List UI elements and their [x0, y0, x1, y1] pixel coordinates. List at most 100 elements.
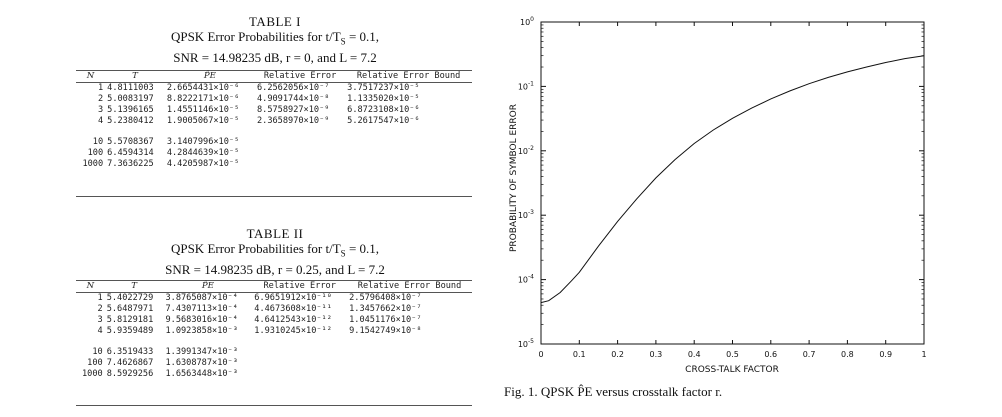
- table-row: 10 6.3519433 1.3991347×10⁻³: [76, 347, 472, 358]
- table2-header-pe: P̂E: [163, 280, 253, 293]
- table2-cell: 4.4673608×10⁻¹¹: [254, 304, 332, 314]
- table-row: 3 5.8129181 9.5683016×10⁻⁴ 4.6412543×10⁻¹² 1…: [76, 315, 472, 326]
- table-row: 2 5.6487971 7.4307113×10⁻⁴ 4.4673608×10⁻¹¹ 1…: [76, 304, 472, 315]
- y-tick-label: 10-2: [518, 145, 534, 156]
- table2-spacer-cell: [76, 337, 472, 347]
- y-tick-base: 10: [518, 82, 528, 91]
- table-row: 1 4.8111003 2.6654431×10⁻⁶ 6.2562056×10⁻⁷ 3.…: [76, 83, 472, 95]
- table2-cell: 3.8765087×10⁻⁴: [165, 293, 238, 303]
- table1-cell: 2.3658970×10⁻⁹: [256, 116, 330, 126]
- x-tick-label: 0.3: [650, 350, 663, 359]
- table-row: 4 5.2380412 1.9005067×10⁻⁵ 2.3658970×10⁻⁹ 5.…: [76, 116, 472, 127]
- table1-cell: 4.4205987×10⁻⁵: [166, 159, 240, 169]
- table1-number: TABLE I: [249, 14, 301, 29]
- table1-cell: 100: [87, 148, 104, 158]
- table2-cell: 7.4307113×10⁻⁴: [165, 304, 238, 314]
- y-axis-label: PROBABILITY OF SYMBOL ERROR: [509, 104, 519, 252]
- table2-cell: 5.6487971: [106, 304, 154, 314]
- table2-cell: 9.1542749×10⁻⁸: [349, 326, 422, 336]
- table1-cell: 5.0083197: [107, 94, 154, 104]
- x-tick-label: 0.7: [803, 350, 816, 359]
- table2-spacer-row: [76, 337, 472, 347]
- table1-header-relative-error: Relative Error: [254, 70, 346, 83]
- table2-cell: 4: [97, 326, 103, 336]
- table2-cell: 1.9310245×10⁻¹²: [254, 326, 332, 336]
- table2-cell: 1.3991347×10⁻³: [165, 347, 238, 357]
- table1-cell: 2.6654431×10⁻⁶: [166, 83, 240, 93]
- table2-cell: [347, 358, 472, 369]
- table1-header-pe: P̂E: [164, 70, 255, 83]
- table2: N T P̂E Relative Error Relative Error Bo…: [76, 280, 472, 380]
- table1-cell: 5.1396165: [107, 105, 154, 115]
- table1-cell: 4.2844639×10⁻⁵: [166, 148, 240, 158]
- table2-cell: 7.4626867: [106, 358, 154, 368]
- y-tick-exponent: -5: [528, 338, 534, 345]
- table2-cell: 6.9651912×10⁻¹⁰: [254, 293, 332, 303]
- table2-cell: 10: [92, 347, 103, 357]
- table1-cell: 4: [97, 116, 104, 126]
- table1-cell: 8.8222171×10⁻⁶: [166, 94, 240, 104]
- table2-header-relative-error: Relative Error: [252, 280, 348, 293]
- table2-cell: [252, 347, 347, 358]
- table2-cell: [347, 347, 472, 358]
- table1-cell: 1.9005067×10⁻⁵: [166, 116, 240, 126]
- y-tick-label: 10-5: [518, 338, 534, 349]
- error-probability-chart: 0 0.1 0.2 0.3 0.4 0.5 0.6 0.7 0.8 0.9 1 10-510-410…: [509, 16, 927, 375]
- table2-cell: 1.3457662×10⁻⁷: [349, 304, 422, 314]
- table1-cell: 3: [97, 105, 104, 115]
- table1-cell: [345, 137, 472, 148]
- table1-cell: 1.4551146×10⁻⁵: [166, 105, 240, 115]
- table2-header-row: N T P̂E Relative Error Relative Error Bo…: [76, 280, 472, 293]
- table1-cell: 5.2380412: [107, 116, 154, 126]
- x-tick-label: 0.4: [688, 350, 701, 359]
- table1-header-t: T: [105, 70, 165, 83]
- table-row: 1000 7.3636225 4.4205987×10⁻⁵: [76, 159, 472, 170]
- table1-cell: 5.5708367: [107, 137, 154, 147]
- table-row: 3 5.1396165 1.4551146×10⁻⁵ 8.5758927×10⁻⁹ 6.…: [76, 105, 472, 116]
- table2-caption-line1: QPSK Error Probabilities for t/TS = 0.1,: [170, 241, 380, 259]
- y-tick-exponent: -4: [528, 274, 534, 281]
- table-row: 4 5.9359489 1.0923858×10⁻³ 1.9310245×10⁻¹² 9…: [76, 326, 472, 337]
- table2-cell: 1000: [82, 369, 103, 379]
- table2-cell: 5.4022729: [106, 293, 154, 303]
- y-tick-base: 10: [518, 276, 528, 285]
- table1-bottom-rule: [76, 196, 472, 197]
- table1-header-row: N T P̂E Relative Error Relative Error Bo…: [76, 70, 472, 83]
- table2-cell: 4.6412543×10⁻¹²: [254, 315, 332, 325]
- table-row: 1 5.4022729 3.8765087×10⁻⁴ 6.9651912×10⁻¹⁰ 2…: [76, 293, 472, 305]
- table1-cell: 2: [97, 94, 104, 104]
- table1-cell: 10: [92, 137, 104, 147]
- table2-cell: 3: [97, 315, 103, 325]
- x-tick-label: 0.9: [879, 350, 892, 359]
- table-row: 2 5.0083197 8.8222171×10⁻⁶ 4.9091744×10⁻⁸ 1.…: [76, 94, 472, 105]
- table1-cell: 4.8111003: [107, 83, 154, 93]
- y-tick-base: 10: [518, 340, 528, 349]
- y-tick-label: 10-4: [518, 274, 534, 285]
- table2-bottom-rule: [76, 405, 472, 406]
- table2-header-n: N: [76, 280, 105, 293]
- table2-cell: [347, 369, 472, 380]
- table1-cell: 1.1335020×10⁻⁵: [347, 94, 420, 104]
- table-row: 100 6.4594314 4.2844639×10⁻⁵: [76, 148, 472, 159]
- table1-cell: 4.9091744×10⁻⁸: [256, 94, 330, 104]
- table2-header-t: T: [104, 280, 164, 293]
- table2-title: TABLE II QPSK Error Probabilities for t/…: [70, 226, 480, 277]
- plot-frame: [540, 21, 925, 345]
- table2-cell: 6.3519433: [106, 347, 154, 357]
- x-tick-label: 0.1: [573, 350, 586, 359]
- x-tick-label: 0.5: [726, 350, 739, 359]
- table2-cell: 2: [97, 304, 103, 314]
- table1-header-n: N: [76, 70, 106, 83]
- table1-cell: 7.3636225: [107, 159, 154, 169]
- x-tick-label: 0: [538, 350, 543, 359]
- table2-cell: 1.6308787×10⁻³: [165, 358, 238, 368]
- table1-cell: 3.1407996×10⁻⁵: [166, 137, 240, 147]
- y-tick-exponent: -3: [528, 209, 534, 216]
- table2-cell: 1.6563448×10⁻³: [165, 369, 238, 379]
- table2-cell: 9.5683016×10⁻⁴: [165, 315, 238, 325]
- y-tick-base: 10: [518, 211, 528, 220]
- table2-header-relative-error-bound: Relative Error Bound: [347, 280, 472, 293]
- y-tick-label: 10-3: [518, 209, 534, 220]
- table1-header-relative-error-bound: Relative Error Bound: [345, 70, 472, 83]
- table2-cell: 8.5929256: [106, 369, 154, 379]
